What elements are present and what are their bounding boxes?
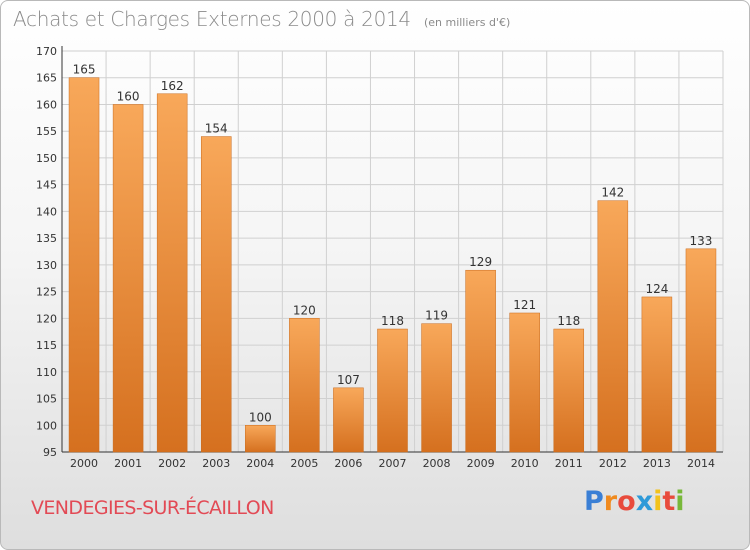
- data-label: 121: [513, 298, 536, 312]
- bar: [685, 248, 717, 453]
- logo-letter: P: [584, 486, 604, 517]
- logo-letter: i: [675, 486, 685, 517]
- x-tick-label: 2004: [246, 457, 274, 470]
- axes: 95 100 105 110 115 120 125 130 135 140 145 150 155 16…: [36, 45, 723, 470]
- data-label: 129: [469, 255, 492, 269]
- y-tick-label: 160: [36, 98, 57, 111]
- logo-letter: x: [635, 486, 654, 517]
- data-label: 107: [337, 373, 360, 387]
- data-label: 162: [161, 79, 184, 93]
- bar: [156, 93, 188, 453]
- bar: [245, 425, 276, 453]
- y-tick-label: 110: [36, 366, 57, 379]
- y-tick-label: 105: [36, 393, 57, 406]
- bar: [333, 387, 364, 453]
- y-tick-label: 130: [36, 259, 57, 272]
- x-tick-label: 2003: [202, 457, 230, 470]
- bar: [509, 312, 540, 453]
- data-label: 154: [205, 122, 228, 136]
- y-tick-label: 95: [43, 446, 57, 459]
- data-label: 119: [425, 309, 448, 323]
- bar: [465, 269, 496, 453]
- data-label: 124: [645, 282, 668, 296]
- chart-subtitle: (en milliers d'€): [423, 16, 511, 29]
- x-tick-label: 2006: [334, 457, 362, 470]
- data-label: 100: [249, 410, 272, 424]
- data-label: 160: [117, 89, 140, 103]
- x-tick-label: 2005: [290, 457, 318, 470]
- x-tick-label: 2010: [511, 457, 539, 470]
- bar: [200, 136, 232, 453]
- y-tick-label: 100: [36, 419, 57, 432]
- y-tick-label: 155: [36, 125, 57, 138]
- y-tick-label: 135: [36, 232, 57, 245]
- bar: [68, 77, 100, 453]
- data-label: 118: [381, 314, 404, 328]
- bar: [597, 200, 629, 453]
- bar: [641, 296, 673, 453]
- bar: [421, 323, 452, 453]
- logo-letter: t: [662, 486, 676, 517]
- logo-letter: i: [653, 486, 663, 517]
- commune-name: VENDEGIES-SUR-ÉCAILLON: [31, 497, 274, 519]
- y-tick-label: 120: [36, 312, 57, 325]
- logo-letter: o: [617, 486, 636, 517]
- x-tick-label: 2012: [599, 457, 627, 470]
- x-tick-label: 2001: [114, 457, 142, 470]
- y-tick-label: 140: [36, 205, 57, 218]
- chart-title: Achats et Charges Externes 2000 à 2014: [13, 7, 411, 31]
- x-tick-label: 2007: [379, 457, 407, 470]
- y-tick-label: 165: [36, 72, 57, 85]
- x-tick-label: 2014: [687, 457, 715, 470]
- x-tick-label: 2011: [555, 457, 583, 470]
- y-tick-label: 170: [36, 45, 57, 58]
- y-tick-label: 145: [36, 179, 57, 192]
- x-tick-label: 2008: [423, 457, 451, 470]
- data-label: 142: [601, 186, 624, 200]
- bar: [553, 328, 585, 453]
- data-label: 165: [73, 63, 96, 77]
- bar: [289, 318, 320, 453]
- data-labels: 165 160 162 154 100 120 107 118 119 129 121 118 142 1…: [73, 63, 713, 425]
- y-tick-label: 150: [36, 152, 57, 165]
- bar: [377, 328, 408, 453]
- bar: [112, 104, 144, 453]
- data-label: 118: [557, 314, 580, 328]
- x-tick-label: 2000: [70, 457, 98, 470]
- x-tick-label: 2009: [467, 457, 495, 470]
- y-tick-label: 115: [36, 339, 57, 352]
- proxiti-logo: Proxiti: [584, 486, 685, 517]
- title-row: Achats et Charges Externes 2000 à 2014 (…: [13, 7, 510, 31]
- data-label: 133: [690, 234, 713, 248]
- bars: [68, 77, 717, 453]
- x-tick-label: 2002: [158, 457, 186, 470]
- logo-letter: r: [603, 486, 618, 517]
- data-label: 120: [293, 303, 316, 317]
- y-tick-label: 125: [36, 286, 57, 299]
- x-tick-label: 2013: [643, 457, 671, 470]
